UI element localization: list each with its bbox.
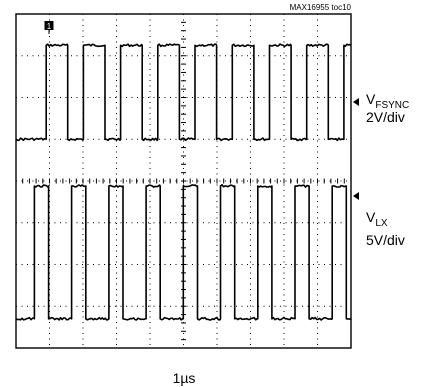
channel-1-marker-label: 1	[47, 22, 52, 31]
traces	[15, 43, 352, 321]
channel-1-subscript: FSYNC	[375, 100, 409, 111]
channel-2-name: V	[366, 209, 376, 225]
figure-caption: MAX16955 toc10	[290, 3, 352, 12]
trace-channel-2	[15, 184, 352, 321]
channel-1-ground-marker	[353, 98, 359, 106]
channel-1-name: V	[366, 91, 376, 107]
channel-2-subscript: LX	[375, 218, 388, 229]
channel-1-label: VFSYNC	[366, 91, 409, 111]
trace-channel-1	[15, 43, 352, 142]
channel-2-scale: 5V/div	[366, 232, 405, 248]
channel-2-ground-marker	[353, 192, 359, 200]
channel-1-marker: 1	[44, 21, 54, 34]
channel-2-label: VLX	[366, 209, 388, 229]
channel-1-scale: 2V/div	[366, 109, 405, 125]
timebase-label: 1µs	[173, 370, 196, 386]
